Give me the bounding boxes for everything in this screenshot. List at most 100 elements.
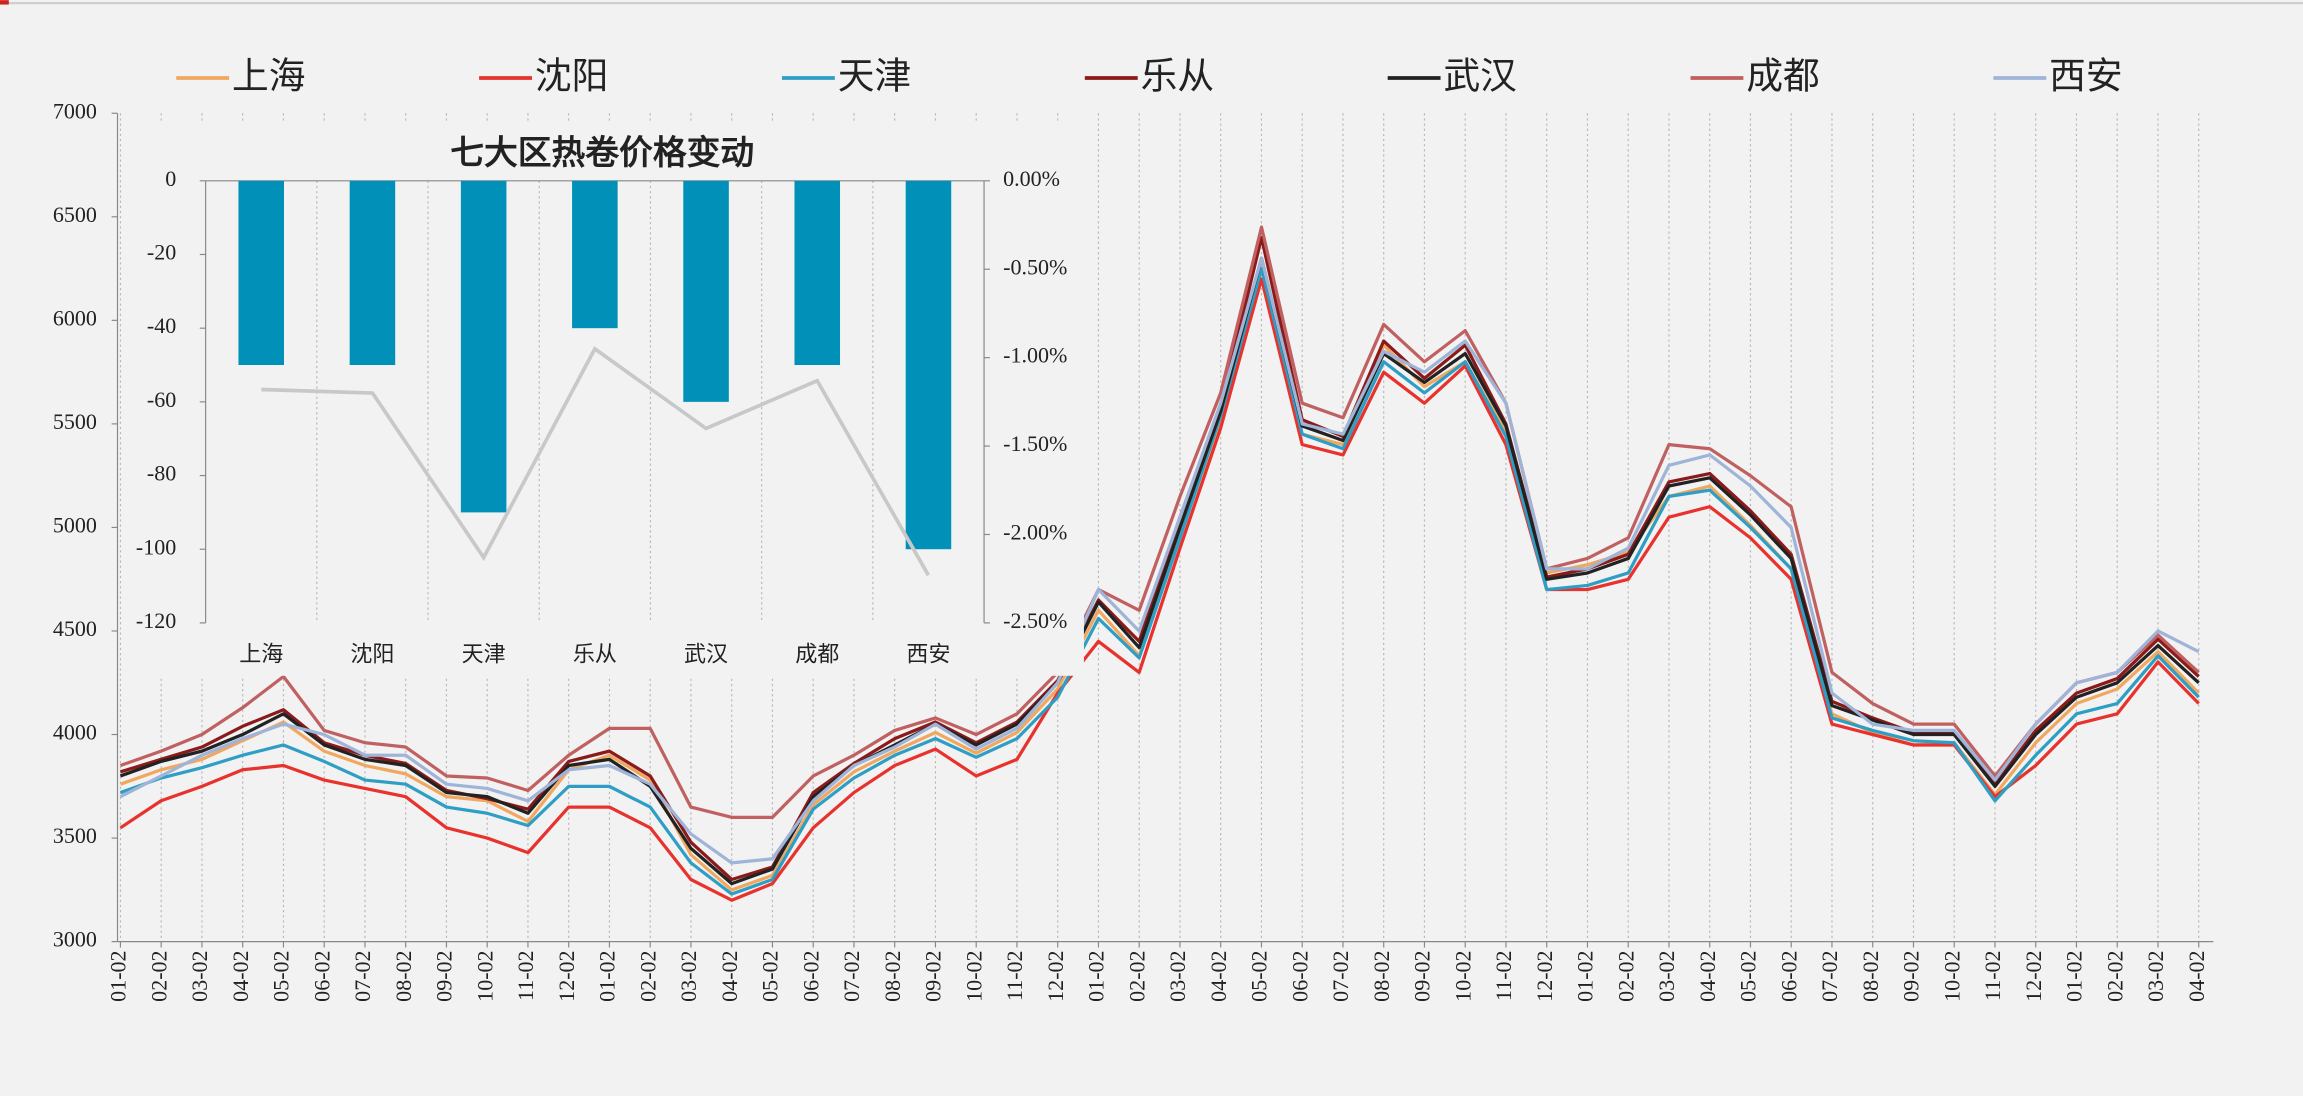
x-tick-label: 09-02 (1899, 950, 1924, 1001)
x-tick-label: 09-02 (1410, 950, 1435, 1001)
x-tick-label: 12-02 (2021, 950, 2046, 1001)
x-tick-label: 成都 (795, 642, 839, 667)
y-tick-label: 4500 (53, 616, 97, 641)
legend-label: 沈阳 (535, 55, 608, 98)
x-tick-label: 05-02 (1247, 950, 1272, 1001)
x-tick-label: 01-02 (1573, 950, 1598, 1001)
x-tick-label: 11-02 (1980, 950, 2005, 1001)
y-tick-label: 5500 (53, 409, 97, 434)
x-tick-label: 04-02 (2184, 950, 2209, 1001)
y-tick-label: 0 (165, 166, 176, 191)
inset-title: 七大区热卷价格变动 (450, 133, 754, 172)
legend-label: 武汉 (1443, 55, 1516, 98)
x-tick-label: 09-02 (432, 950, 457, 1001)
x-tick-label: 04-02 (228, 950, 253, 1001)
x-tick-label: 10-02 (472, 950, 497, 1001)
x-tick-label: 05-02 (758, 950, 783, 1001)
x-tick-label: 10-02 (1939, 950, 1964, 1001)
x-tick-label: 12-02 (1532, 950, 1557, 1001)
series-line (119, 225, 2200, 819)
y-tick-label: 6500 (53, 202, 97, 227)
y-tick-label: 5000 (53, 513, 97, 538)
x-tick-label: 01-02 (105, 950, 130, 1001)
y-tick-label: -20 (147, 240, 176, 265)
y2-tick-label: -2.00% (1003, 520, 1067, 545)
x-tick-label: 01-02 (595, 950, 620, 1001)
bar (572, 180, 618, 329)
x-tick-label: 12-02 (554, 950, 579, 1001)
y-tick-label: -120 (136, 608, 176, 633)
bar (905, 180, 952, 550)
y-tick-label: 3500 (53, 823, 97, 848)
y2-tick-label: -1.50% (1003, 431, 1067, 456)
y-tick-label: -60 (147, 387, 176, 412)
legend-label: 乐从 (1141, 55, 1214, 98)
x-tick-label: 11-02 (513, 950, 538, 1001)
x-tick-label: 07-02 (1328, 950, 1353, 1001)
x-tick-label: 08-02 (1858, 950, 1883, 1001)
x-tick-label: 05-02 (269, 950, 294, 1001)
legend-label: 成都 (1746, 55, 1819, 98)
x-tick-label: 06-02 (309, 950, 334, 1001)
series-line (261, 346, 930, 577)
y-tick-label: 7000 (53, 98, 97, 123)
y2-tick-label: -0.50% (1003, 254, 1067, 279)
x-tick-label: 03-02 (187, 950, 212, 1001)
x-tick-label: 07-02 (350, 950, 375, 1001)
y-tick-label: 6000 (53, 305, 97, 330)
y2-tick-label: -1.00% (1003, 343, 1067, 368)
x-tick-label: 09-02 (921, 950, 946, 1001)
bar (683, 180, 729, 402)
bar (349, 180, 396, 366)
x-tick-label: 天津 (462, 642, 506, 667)
x-tick-label: 武汉 (684, 642, 728, 667)
x-tick-label: 12-02 (1043, 950, 1068, 1001)
y2-tick-label: 0.00% (1003, 166, 1060, 191)
x-tick-label: 02-02 (1124, 950, 1149, 1001)
x-tick-label: 04-02 (1695, 950, 1720, 1001)
series-line (119, 277, 2200, 902)
x-tick-label: 04-02 (717, 950, 742, 1001)
x-tick-label: 08-02 (391, 950, 416, 1001)
x-tick-label: 06-02 (1287, 950, 1312, 1001)
x-tick-label: 03-02 (1654, 950, 1679, 1001)
legend-label: 天津 (838, 55, 911, 98)
x-tick-label: 06-02 (798, 950, 823, 1001)
y2-tick-label: -2.50% (1003, 608, 1067, 633)
series-line (119, 256, 2200, 886)
bar (238, 180, 284, 366)
x-tick-label: 05-02 (1736, 950, 1761, 1001)
x-tick-label: 02-02 (635, 950, 660, 1001)
x-tick-label: 10-02 (1450, 950, 1475, 1001)
x-tick-label: 上海 (239, 642, 283, 667)
x-tick-label: 11-02 (1002, 950, 1027, 1001)
x-tick-label: 04-02 (1206, 950, 1231, 1001)
x-tick-label: 01-02 (2062, 950, 2087, 1001)
y-tick-label: 3000 (53, 927, 97, 952)
x-tick-label: 乐从 (573, 642, 617, 667)
x-tick-label: 03-02 (1165, 950, 1190, 1001)
x-tick-label: 07-02 (839, 950, 864, 1001)
bar (794, 180, 841, 366)
legend-label: 上海 (232, 55, 305, 98)
x-tick-label: 西安 (906, 642, 950, 667)
x-tick-label: 08-02 (1369, 950, 1394, 1001)
bar (460, 180, 507, 513)
y-tick-label: -40 (147, 313, 176, 338)
x-tick-label: 03-02 (676, 950, 701, 1001)
x-tick-label: 03-02 (2143, 950, 2168, 1001)
x-tick-label: 02-02 (1613, 950, 1638, 1001)
x-tick-label: 沈阳 (350, 642, 394, 667)
x-tick-label: 08-02 (880, 950, 905, 1001)
x-tick-label: 11-02 (1491, 950, 1516, 1001)
y-tick-label: 4000 (53, 720, 97, 745)
x-tick-label: 02-02 (146, 950, 171, 1001)
x-tick-label: 01-02 (1084, 950, 1109, 1001)
legend-label: 西安 (2049, 55, 2122, 98)
y-tick-label: -80 (147, 461, 176, 486)
x-tick-label: 10-02 (961, 950, 986, 1001)
x-tick-label: 02-02 (2102, 950, 2127, 1001)
x-tick-label: 07-02 (1817, 950, 1842, 1001)
